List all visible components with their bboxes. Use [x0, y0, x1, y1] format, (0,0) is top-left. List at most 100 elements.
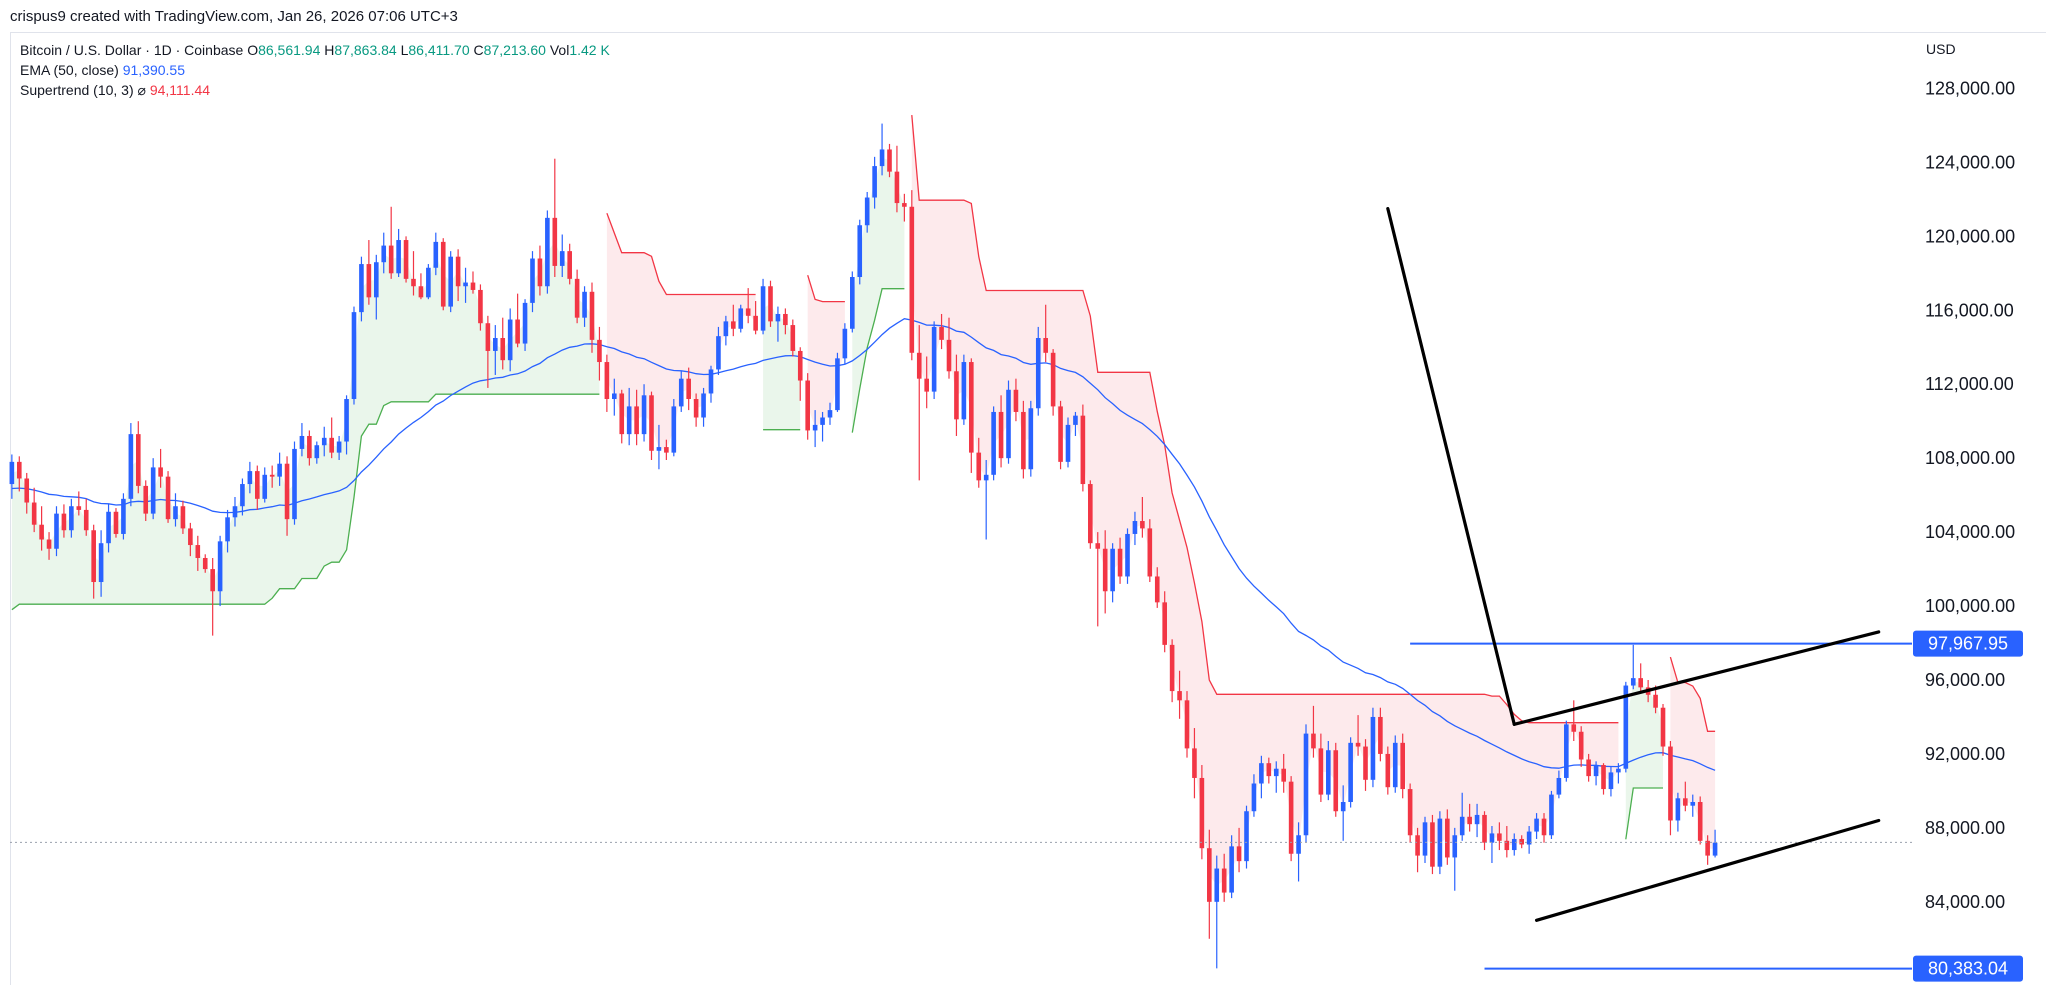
candle: [121, 493, 126, 540]
price-axis: 84,000.00 88,000.00 92,000.00 96,000.00 100,…: [1925, 78, 2015, 911]
candle-body: [366, 264, 372, 298]
candle-body: [128, 434, 134, 499]
candle-body: [537, 258, 543, 287]
candle-body: [1459, 816, 1465, 836]
candle-body: [619, 393, 625, 435]
candle: [850, 271, 855, 333]
candle-body: [61, 513, 67, 531]
candle-body: [470, 282, 476, 290]
candle: [1571, 700, 1577, 741]
candle-body: [1147, 528, 1153, 577]
candle-body: [1452, 835, 1458, 858]
candle-body: [418, 286, 424, 298]
candle: [604, 354, 610, 412]
candle: [909, 190, 915, 361]
candle: [485, 315, 491, 388]
candle: [426, 264, 431, 300]
candle-body: [1482, 814, 1487, 843]
candle-body: [552, 217, 558, 266]
candle-body: [1541, 818, 1547, 836]
candle-body: [455, 256, 461, 287]
candle: [470, 271, 476, 294]
candle: [842, 323, 848, 364]
candle: [976, 437, 982, 488]
close-key: C: [473, 42, 484, 58]
candle-body: [1035, 338, 1041, 409]
supertrend-legend-row[interactable]: Supertrend (10, 3) ⌀ 94,111.44: [20, 80, 610, 100]
candle-body: [1162, 602, 1167, 645]
candle-body: [946, 339, 952, 372]
candle-body: [812, 424, 818, 431]
candle-body: [664, 447, 669, 453]
candle-body: [433, 241, 439, 268]
price-label-text: 80,383.04: [1928, 959, 2008, 979]
candle: [530, 251, 535, 313]
candle-body: [1080, 415, 1086, 485]
price-tick-label: 124,000.00: [1925, 152, 2015, 172]
candle: [1519, 835, 1525, 849]
candle-body: [202, 557, 208, 570]
candle-body: [1534, 818, 1539, 832]
candle: [716, 326, 721, 375]
candle-body: [969, 362, 974, 453]
candle: [113, 508, 119, 538]
candle: [559, 234, 565, 278]
candle-body: [1169, 644, 1175, 692]
candle-body: [396, 240, 401, 274]
candle-body: [31, 502, 37, 525]
symbol-row[interactable]: Bitcoin / U.S. Dollar · 1D · Coinbase O8…: [20, 40, 610, 60]
candle: [1207, 829, 1212, 939]
price-tick-label: 100,000.00: [1925, 596, 2015, 616]
candle-body: [1028, 408, 1034, 470]
candle: [1259, 755, 1264, 799]
candle: [1683, 781, 1688, 812]
candle: [552, 158, 558, 278]
candle-body: [1125, 533, 1130, 577]
supertrend-symbol-icon: ⌀: [137, 82, 146, 98]
candle-body: [240, 484, 245, 507]
symbol-title: Bitcoin / U.S. Dollar · 1D · Coinbase: [20, 42, 244, 58]
candle-body: [626, 406, 632, 435]
candle-body: [916, 352, 922, 379]
candle: [969, 358, 974, 473]
candle-body: [1578, 731, 1584, 760]
candle: [1549, 790, 1554, 839]
supertrend-segment: [807, 275, 845, 303]
candle-body: [46, 539, 52, 549]
chart-pane[interactable]: [10, 32, 2046, 985]
candle: [597, 326, 602, 381]
candle-body: [864, 197, 870, 226]
candle-body: [983, 474, 989, 481]
candle: [626, 387, 632, 446]
candle-body: [411, 278, 416, 287]
candle: [612, 378, 617, 416]
candle-body: [1690, 801, 1696, 806]
candle-body: [559, 251, 565, 266]
candle: [686, 367, 691, 411]
ema-legend-row[interactable]: EMA (50, close) 91,390.55: [20, 60, 610, 80]
candle: [1154, 567, 1160, 608]
candle-body: [1504, 840, 1510, 851]
supertrend-band: [11, 241, 600, 610]
supertrend-segment: [606, 212, 756, 296]
candle: [1712, 829, 1718, 858]
candle: [1229, 835, 1234, 899]
candle: [500, 317, 506, 370]
candle-body: [708, 369, 714, 394]
price-tick-label: 96,000.00: [1925, 670, 2005, 690]
candle: [433, 232, 439, 276]
candle-body: [1497, 833, 1502, 841]
candle-body: [1236, 846, 1242, 862]
candle-body: [887, 149, 892, 172]
candle: [46, 532, 52, 560]
candle: [954, 354, 959, 436]
candle-body: [150, 467, 156, 514]
candle-body: [1705, 840, 1710, 856]
candle-body: [195, 545, 201, 558]
candle: [373, 254, 379, 320]
candle-body: [1355, 742, 1361, 747]
candle-body: [1415, 835, 1420, 856]
currency-label[interactable]: USD: [1926, 41, 1956, 57]
price-tick-label: 88,000.00: [1925, 818, 2005, 838]
